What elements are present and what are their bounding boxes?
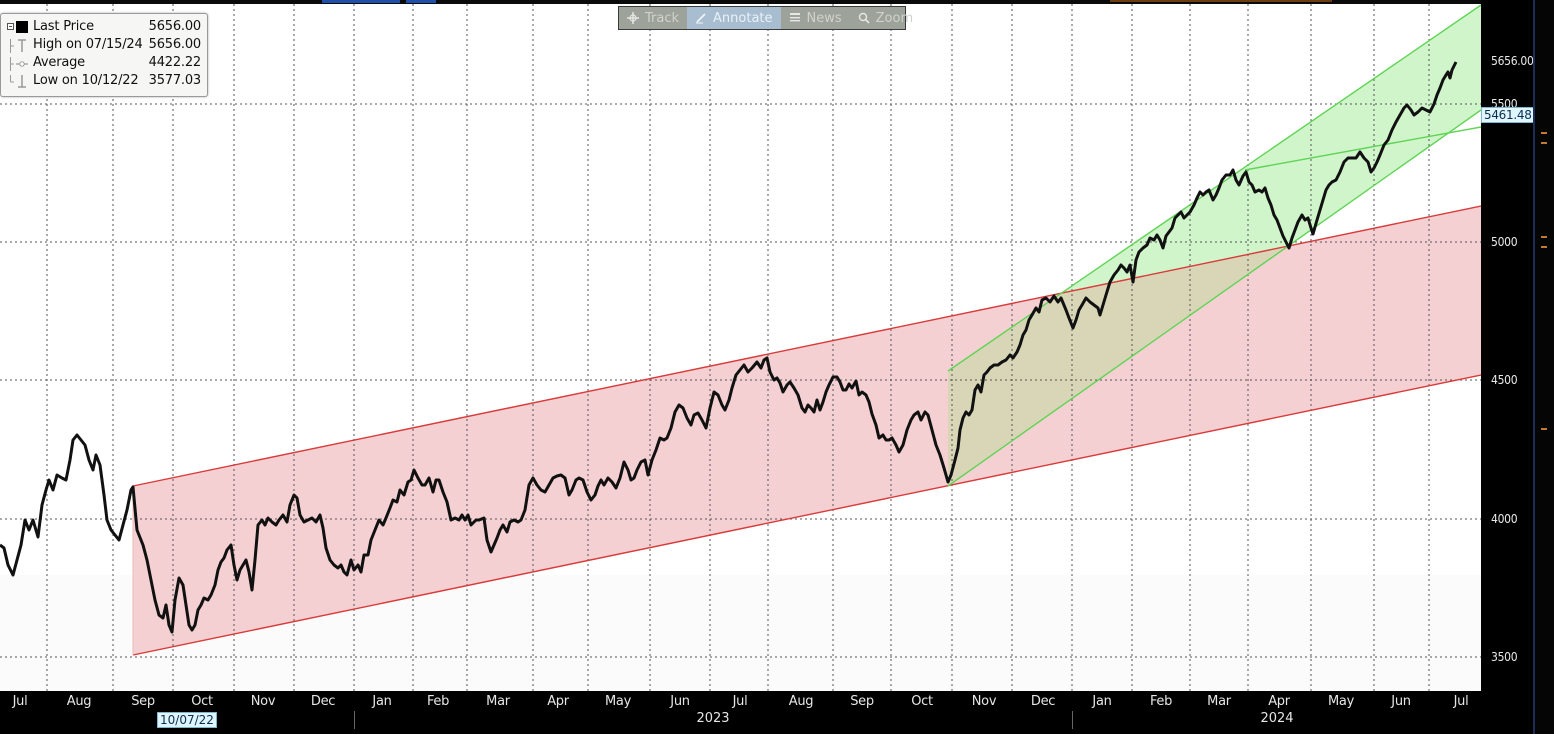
x-year-label: 2023 <box>696 711 730 726</box>
legend-row-last-price[interactable]: Last Price 5656.00 <box>7 19 201 37</box>
side-marker <box>1541 236 1547 238</box>
track-label: Track <box>645 10 680 26</box>
side-panel-strip <box>1533 0 1554 734</box>
magnifier-icon <box>858 12 870 24</box>
green-trendline <box>1244 126 1481 171</box>
x-tick: Feb <box>426 694 450 709</box>
x-tick: Dec <box>1030 694 1056 709</box>
legend-value: 5656.00 <box>148 37 202 52</box>
x-tick: Jul <box>732 694 748 709</box>
side-marker <box>1541 132 1547 134</box>
zoom-label: Zoom <box>875 10 914 26</box>
x-tick: Sep <box>131 694 155 709</box>
grid-lines <box>0 4 1481 691</box>
x-tick: Jan <box>372 694 392 709</box>
news-button[interactable]: News <box>781 7 850 29</box>
y-tick: 4500 <box>1491 373 1518 387</box>
pencil-icon <box>696 13 706 24</box>
x-tick: Aug <box>66 694 92 709</box>
x-tick: Jul <box>1453 694 1469 709</box>
top-tab-indicator <box>1110 0 1332 2</box>
x-tick: Feb <box>1149 694 1173 709</box>
green-channel-lower <box>947 109 1481 487</box>
y-tick-last: 5656.00 <box>1491 54 1534 68</box>
x-tick: Nov <box>971 694 997 709</box>
x-tick: Jul <box>12 694 28 709</box>
top-tab-indicator <box>406 0 436 3</box>
legend-value: 5656.00 <box>148 19 202 34</box>
chart-legend[interactable]: Last Price 5656.00 High on 07/15/24 5656… <box>0 13 208 97</box>
top-tab-indicator <box>322 0 400 3</box>
legend-row-average[interactable]: Average 4422.22 <box>7 55 201 73</box>
x-tick: Jun <box>1391 694 1411 709</box>
date-flag: 10/07/22 <box>157 712 217 728</box>
news-label: News <box>806 10 842 26</box>
price-flag: 5461.48 <box>1481 107 1535 123</box>
x-axis: Jul Aug Sep Oct Nov Dec Jan Feb Mar Apr … <box>0 691 1481 734</box>
track-button[interactable]: Track <box>619 7 687 29</box>
side-marker <box>1541 142 1547 144</box>
legend-label: High on 07/15/24 <box>33 37 143 52</box>
legend-row-low[interactable]: Low on 10/12/22 3577.03 <box>7 73 201 91</box>
y-tick: 3500 <box>1491 650 1518 664</box>
side-marker <box>1541 246 1547 248</box>
x-tick: Jan <box>1092 694 1112 709</box>
x-tick: Jun <box>670 694 690 709</box>
legend-value: 3577.03 <box>148 73 202 88</box>
x-tick: Aug <box>788 694 814 709</box>
red-channel-lower <box>132 374 1481 656</box>
x-tick: Mar <box>486 694 510 709</box>
legend-label: Low on 10/12/22 <box>33 73 139 88</box>
annotate-label: Annotate <box>713 10 773 26</box>
x-tick: Mar <box>1207 694 1231 709</box>
x-tick: Dec <box>310 694 336 709</box>
price-line <box>0 61 1458 634</box>
chart-toolbar: Track Annotate News Zoom <box>618 6 913 30</box>
chart-plot-area[interactable] <box>0 4 1481 691</box>
red-channel-upper <box>132 205 1481 487</box>
x-tick: Apr <box>547 694 569 709</box>
legend-label: Average <box>33 55 85 70</box>
x-tick: Oct <box>911 694 933 709</box>
x-tick: Nov <box>250 694 276 709</box>
news-icon <box>789 13 800 22</box>
y-tick: 5000 <box>1491 235 1518 249</box>
year-separator <box>354 711 355 729</box>
legend-row-high[interactable]: High on 07/15/24 5656.00 <box>7 37 201 55</box>
average-marker-icon <box>10 57 28 71</box>
low-marker-icon <box>10 75 26 88</box>
x-tick: Sep <box>850 694 874 709</box>
legend-value: 4422.22 <box>148 55 202 70</box>
x-tick: Oct <box>191 694 213 709</box>
x-tick: May <box>605 694 631 709</box>
high-marker-icon <box>10 39 26 53</box>
annotate-button[interactable]: Annotate <box>687 7 781 29</box>
x-tick: May <box>1328 694 1354 709</box>
x-tick: Apr <box>1268 694 1290 709</box>
y-tick: 4000 <box>1491 512 1518 526</box>
zoom-button[interactable]: Zoom <box>850 7 921 29</box>
x-year-label: 2024 <box>1260 711 1294 726</box>
year-separator <box>1072 711 1073 729</box>
side-marker <box>1541 428 1547 430</box>
legend-label: Last Price <box>33 19 94 34</box>
top-border <box>0 0 1554 4</box>
chart-canvas <box>0 4 1481 691</box>
filled-square-icon <box>7 21 28 33</box>
crosshair-icon <box>627 12 639 24</box>
